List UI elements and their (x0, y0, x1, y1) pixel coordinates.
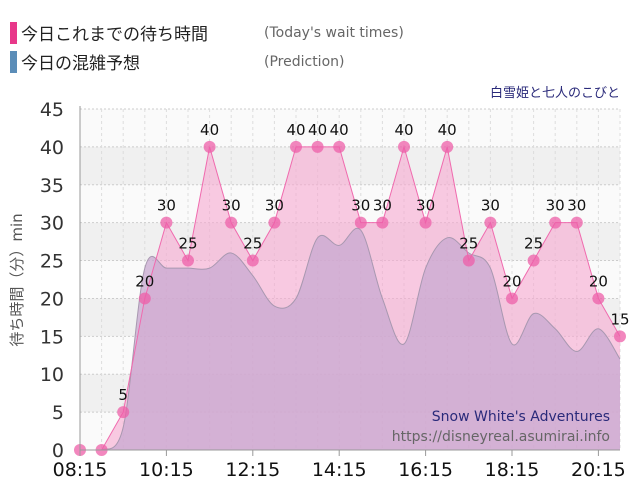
legend-today: 今日これまでの待ち時間 (Today's wait times) (10, 20, 404, 45)
x-tick-label: 12:15 (225, 459, 280, 481)
y-tick-label: 10 (40, 364, 64, 386)
data-point (182, 254, 194, 267)
data-point (570, 216, 583, 229)
x-tick-label: 14:15 (312, 459, 367, 481)
data-point (527, 254, 540, 267)
attraction-title: 白雪姫と七人のこびと (489, 86, 620, 101)
data-point (506, 292, 518, 305)
data-point (268, 216, 281, 229)
data-point (419, 216, 432, 229)
y-axis-label: 待ち時間（分）min (8, 213, 26, 346)
data-point (117, 406, 130, 419)
legend-label-today: 今日これまでの待ち時間 (21, 25, 208, 45)
x-tick-label: 08:15 (53, 459, 108, 481)
data-point (462, 254, 475, 267)
y-tick-label: 5 (52, 402, 64, 424)
data-label: 30 (265, 197, 284, 215)
data-label: 20 (502, 272, 521, 290)
data-point (225, 216, 238, 229)
data-label: 20 (135, 272, 154, 290)
data-point (311, 140, 324, 153)
series-line-today (80, 145, 621, 451)
y-tick-label: 45 (40, 99, 64, 121)
data-label: 25 (178, 235, 197, 253)
data-label: 30 (351, 197, 370, 215)
y-tick-label: 20 (40, 288, 64, 310)
data-point (398, 140, 410, 153)
data-label: 40 (308, 121, 327, 139)
data-label: 30 (157, 197, 176, 215)
data-point (354, 216, 367, 229)
data-label: 25 (459, 235, 478, 253)
data-label: 30 (546, 197, 565, 215)
y-tick-label: 25 (40, 251, 64, 273)
series-areas (80, 145, 621, 451)
legend-sub-today: (Today's wait times) (264, 24, 404, 41)
data-label: 5 (118, 386, 128, 404)
y-tick-label: 0 (52, 440, 64, 462)
x-tick-label: 16:15 (398, 459, 453, 481)
data-label: 30 (416, 197, 435, 215)
data-point (203, 140, 216, 153)
legend-label-prediction: 今日の混雑予想 (21, 54, 140, 74)
data-label: 40 (394, 121, 413, 139)
data-label: 40 (286, 121, 305, 139)
data-label: 40 (200, 121, 219, 139)
y-tick-label: 30 (40, 213, 64, 235)
y-tick-label: 35 (40, 175, 64, 197)
series-area-prediction (101, 228, 621, 450)
data-label: 20 (589, 272, 608, 290)
legend-swatch-today (10, 21, 17, 44)
data-point (549, 216, 562, 229)
data-point (441, 140, 454, 153)
series-line-prediction (101, 227, 621, 451)
x-tick-label: 10:15 (139, 459, 194, 481)
y-tick-label: 40 (40, 137, 64, 159)
data-label: 30 (373, 197, 392, 215)
data-point (592, 292, 605, 305)
data-label: 30 (567, 197, 586, 215)
legend-swatch-prediction (10, 50, 17, 73)
data-point (290, 140, 302, 153)
x-tick-label: 18:15 (485, 459, 540, 481)
data-point (614, 330, 626, 343)
data-label: 30 (222, 197, 241, 215)
data-label: 15 (610, 310, 629, 328)
data-point (138, 292, 151, 305)
y-tick-label: 15 (40, 326, 64, 348)
data-label: 40 (330, 121, 349, 139)
watermark-url: https://disneyreal.asumirai.info (392, 429, 610, 445)
axes: 0 5 10 15 20 25 30 35 40 45 08:15 10:15 12:15 14:15 16… (40, 99, 626, 481)
data-label: 25 (524, 235, 543, 253)
legend-sub-prediction: (Prediction) (264, 53, 345, 70)
data-label: 30 (481, 197, 500, 215)
watermark-title: Snow White's Adventures (432, 409, 610, 425)
data-point (333, 140, 346, 153)
data-label: 25 (243, 235, 262, 253)
data-label: 40 (438, 121, 457, 139)
x-tick-label: 20:15 (571, 459, 626, 481)
data-point (484, 216, 497, 229)
data-point (246, 254, 259, 267)
data-point (376, 216, 389, 229)
grid-band (80, 146, 620, 185)
legend-prediction: 今日の混雑予想 (Prediction) (10, 49, 344, 74)
data-point (160, 216, 173, 229)
